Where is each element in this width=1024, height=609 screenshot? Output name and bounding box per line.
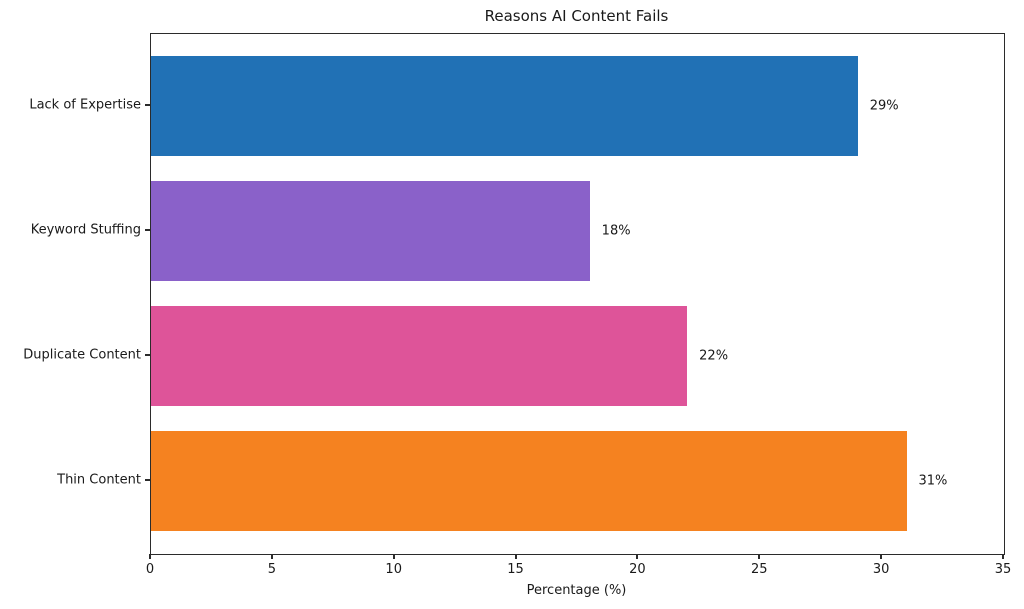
x-tick-label: 20 bbox=[629, 562, 646, 577]
x-tick-mark bbox=[270, 554, 273, 559]
x-axis: 0 5 10 15 20 25 30 35 bbox=[146, 554, 1011, 594]
bar-value-label: 29% bbox=[869, 98, 899, 114]
y-tick-label: Duplicate Content bbox=[23, 347, 141, 363]
chart-title: Reasons AI Content Fails bbox=[484, 7, 669, 25]
y-tick-mark bbox=[145, 479, 150, 481]
bar bbox=[151, 181, 590, 281]
x-tick-mark bbox=[880, 554, 883, 559]
y-tick-label: Lack of Expertise bbox=[29, 97, 141, 113]
y-tick-label: Thin Content bbox=[57, 472, 141, 488]
x-tick-label: 35 bbox=[994, 562, 1012, 577]
x-tick-mark bbox=[392, 554, 395, 559]
bar bbox=[151, 56, 858, 156]
x-tick-label: 5 bbox=[267, 562, 276, 577]
x-tick-mark bbox=[636, 554, 639, 559]
y-axis: Lack of Expertise Keyword Stuffing Duplica… bbox=[0, 33, 141, 553]
x-axis-title: Percentage (%) bbox=[526, 583, 627, 598]
x-tick-mark bbox=[758, 554, 761, 559]
x-tick-mark bbox=[514, 554, 517, 559]
x-tick-mark bbox=[149, 554, 151, 559]
y-tick-mark bbox=[145, 229, 150, 231]
y-tick-label: Keyword Stuffing bbox=[30, 222, 141, 238]
x-tick-label: 25 bbox=[751, 562, 768, 577]
x-tick-mark bbox=[1002, 554, 1004, 559]
y-tick-mark bbox=[145, 104, 150, 106]
bar bbox=[151, 306, 688, 406]
bar bbox=[151, 431, 907, 531]
x-tick-label: 15 bbox=[507, 562, 524, 577]
x-tick-label: 0 bbox=[145, 562, 155, 577]
plot-area: 29% 18% 22% 31% bbox=[150, 33, 1005, 555]
bar-value-label: 31% bbox=[918, 473, 948, 489]
x-tick-label: 10 bbox=[385, 562, 402, 577]
y-tick-mark bbox=[145, 354, 150, 356]
bar-value-label: 22% bbox=[699, 348, 729, 364]
bar-value-label: 18% bbox=[601, 223, 631, 239]
x-tick-label: 30 bbox=[872, 562, 890, 577]
